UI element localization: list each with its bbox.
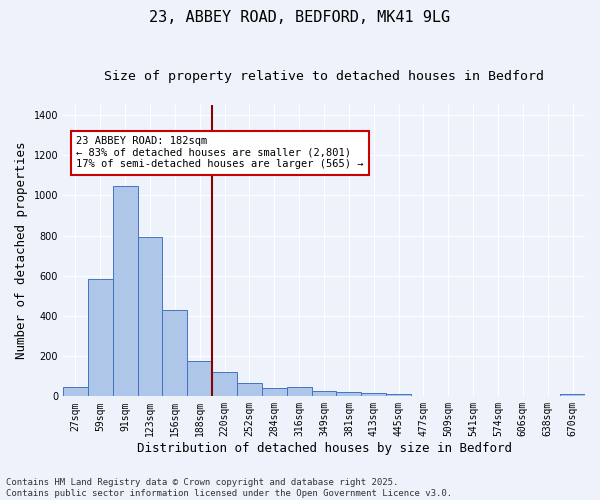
X-axis label: Distribution of detached houses by size in Bedford: Distribution of detached houses by size … — [137, 442, 512, 455]
Bar — [212, 372, 237, 396]
Bar — [137, 236, 163, 396]
Bar — [287, 387, 311, 396]
Bar — [163, 310, 187, 396]
Y-axis label: Number of detached properties: Number of detached properties — [15, 142, 28, 360]
Bar — [386, 394, 411, 396]
Bar — [262, 388, 287, 396]
Bar — [88, 279, 113, 396]
Title: Size of property relative to detached houses in Bedford: Size of property relative to detached ho… — [104, 70, 544, 83]
Bar — [113, 186, 137, 396]
Bar — [337, 392, 361, 396]
Bar — [560, 394, 585, 396]
Bar — [187, 360, 212, 396]
Text: 23, ABBEY ROAD, BEDFORD, MK41 9LG: 23, ABBEY ROAD, BEDFORD, MK41 9LG — [149, 10, 451, 25]
Bar — [63, 387, 88, 396]
Bar — [361, 393, 386, 396]
Text: 23 ABBEY ROAD: 182sqm
← 83% of detached houses are smaller (2,801)
17% of semi-d: 23 ABBEY ROAD: 182sqm ← 83% of detached … — [76, 136, 364, 170]
Bar — [311, 392, 337, 396]
Bar — [237, 384, 262, 396]
Text: Contains HM Land Registry data © Crown copyright and database right 2025.
Contai: Contains HM Land Registry data © Crown c… — [6, 478, 452, 498]
